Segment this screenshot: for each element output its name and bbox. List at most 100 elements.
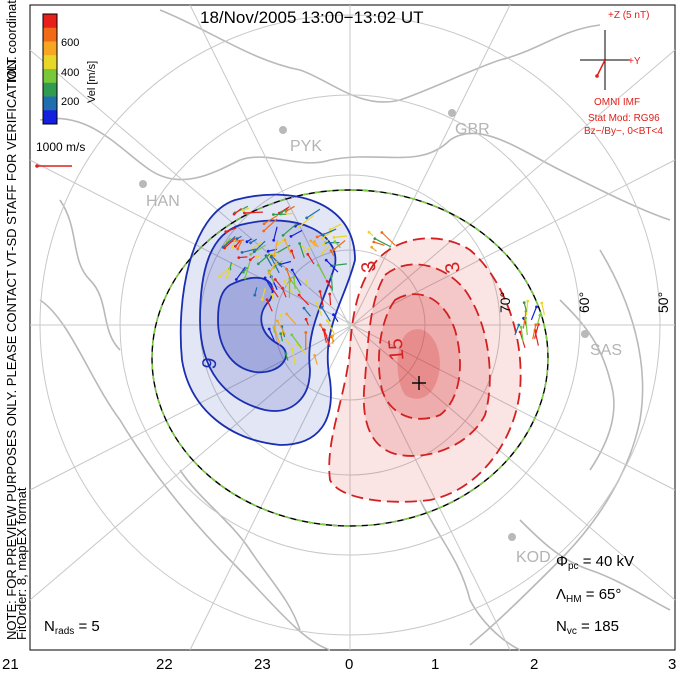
mlt-label-1: 1 xyxy=(431,656,440,673)
velocity-vector xyxy=(271,288,279,298)
imf-source: OMNI IMF xyxy=(594,97,641,108)
velocity-vector xyxy=(290,229,303,237)
velocity-vector xyxy=(266,299,273,312)
reference-vector xyxy=(35,164,72,168)
station-label-han: HAN xyxy=(146,193,180,210)
velocity-vector xyxy=(225,227,237,233)
velocity-vector xyxy=(329,293,332,306)
velocity-vector xyxy=(305,281,309,288)
velocity-vector xyxy=(250,238,258,244)
station-label-pyk: PYK xyxy=(290,138,323,155)
velocity-vector xyxy=(534,324,539,339)
velocity-vector xyxy=(296,343,306,354)
velocity-vector xyxy=(249,255,255,261)
velocity-vector xyxy=(525,301,529,316)
velocity-vector xyxy=(273,226,278,241)
velocity-vector xyxy=(371,246,377,252)
velocity-vector xyxy=(236,235,242,240)
velocity-vector xyxy=(308,243,316,250)
velocity-vector xyxy=(326,320,336,335)
fit-order-note: FitOrder: 8, mapEX format xyxy=(14,487,29,640)
imf-z-label: +Z (5 nT) xyxy=(608,10,650,21)
mlt-label-0: 0 xyxy=(345,656,354,673)
velocity-vector xyxy=(244,211,263,214)
colorbar-tick-600: 600 xyxy=(61,37,80,49)
velocity-vector xyxy=(314,355,318,365)
colorbar-tick-200: 200 xyxy=(61,96,80,108)
velocity-vector xyxy=(322,238,330,245)
velocity-vector xyxy=(224,237,236,249)
velocity-vector xyxy=(323,329,331,348)
station-label-kod: KOD xyxy=(516,549,551,566)
velocity-vector xyxy=(273,326,281,345)
velocity-vector xyxy=(253,240,266,253)
velocity-vector xyxy=(299,243,305,258)
velocity-vector xyxy=(246,238,252,243)
velocity-vector xyxy=(282,223,297,236)
velocity-vector xyxy=(250,241,262,251)
velocity-vector xyxy=(322,228,337,236)
velocity-vector xyxy=(333,240,346,250)
velocity-vector xyxy=(237,241,243,250)
colorbar-segment xyxy=(43,14,57,29)
velocity-vector xyxy=(313,241,319,248)
velocity-vector xyxy=(310,240,317,247)
velocity-vector xyxy=(525,317,528,335)
velocity-vector xyxy=(334,241,341,249)
colorbar-segment xyxy=(43,69,57,84)
velocity-vector xyxy=(268,328,275,341)
velocity-vector xyxy=(291,348,297,366)
velocity-vector xyxy=(381,232,396,246)
velocity-vector xyxy=(317,264,326,279)
velocity-vector xyxy=(291,269,302,286)
stat-n-rads: Nrads = 5 xyxy=(44,618,100,637)
imf-y-label: +Y xyxy=(628,56,641,67)
velocity-vector xyxy=(291,334,302,349)
velocity-vector xyxy=(332,314,339,323)
velocity-vector xyxy=(256,254,263,258)
colorbar-outline xyxy=(42,13,58,125)
station-label-gbr: GBR xyxy=(455,121,490,138)
velocity-vector xyxy=(271,294,274,301)
velocity-vector xyxy=(285,205,295,212)
velocity-vector xyxy=(520,327,524,343)
velocity-colorbar xyxy=(42,13,58,125)
velocity-vector xyxy=(321,307,331,322)
velocity-vector xyxy=(307,253,315,265)
plot-frame xyxy=(29,4,676,651)
velocity-vector xyxy=(242,266,248,273)
velocity-vector xyxy=(235,266,246,280)
velocity-vector xyxy=(316,303,323,317)
velocity-vector xyxy=(257,253,271,265)
station-markers xyxy=(139,109,589,541)
velocity-vector xyxy=(306,208,321,219)
mlat-grid xyxy=(29,4,676,651)
velocity-vector xyxy=(534,330,539,346)
negative-potential-cell xyxy=(179,193,356,446)
velocity-vector xyxy=(522,311,527,329)
velocity-vector xyxy=(250,244,267,255)
velocity-vector xyxy=(523,302,528,312)
velocity-vector xyxy=(227,239,245,243)
velocity-vector xyxy=(286,268,292,282)
velocity-vector xyxy=(261,288,266,300)
reference-vector-label: 1000 m/s xyxy=(36,140,86,154)
velocity-vector xyxy=(238,256,248,259)
velocity-vector xyxy=(322,329,327,343)
velocity-vector xyxy=(295,222,301,227)
velocity-vector xyxy=(241,248,256,253)
stat-n-vc: Nvc = 185 xyxy=(556,618,619,637)
velocity-vector xyxy=(281,208,289,213)
positive-potential-cell xyxy=(328,237,522,503)
velocity-vectors xyxy=(218,205,545,366)
velocity-vector xyxy=(284,281,294,295)
velocity-vector xyxy=(368,231,374,237)
velocity-vector xyxy=(276,320,287,336)
mlt-label-22: 22 xyxy=(156,656,173,673)
velocity-vector xyxy=(374,238,392,248)
velocity-vector xyxy=(330,250,335,257)
velocity-vector xyxy=(222,235,236,248)
velocity-vector xyxy=(264,277,274,293)
velocity-vector xyxy=(254,287,258,296)
velocity-vector xyxy=(373,241,385,246)
